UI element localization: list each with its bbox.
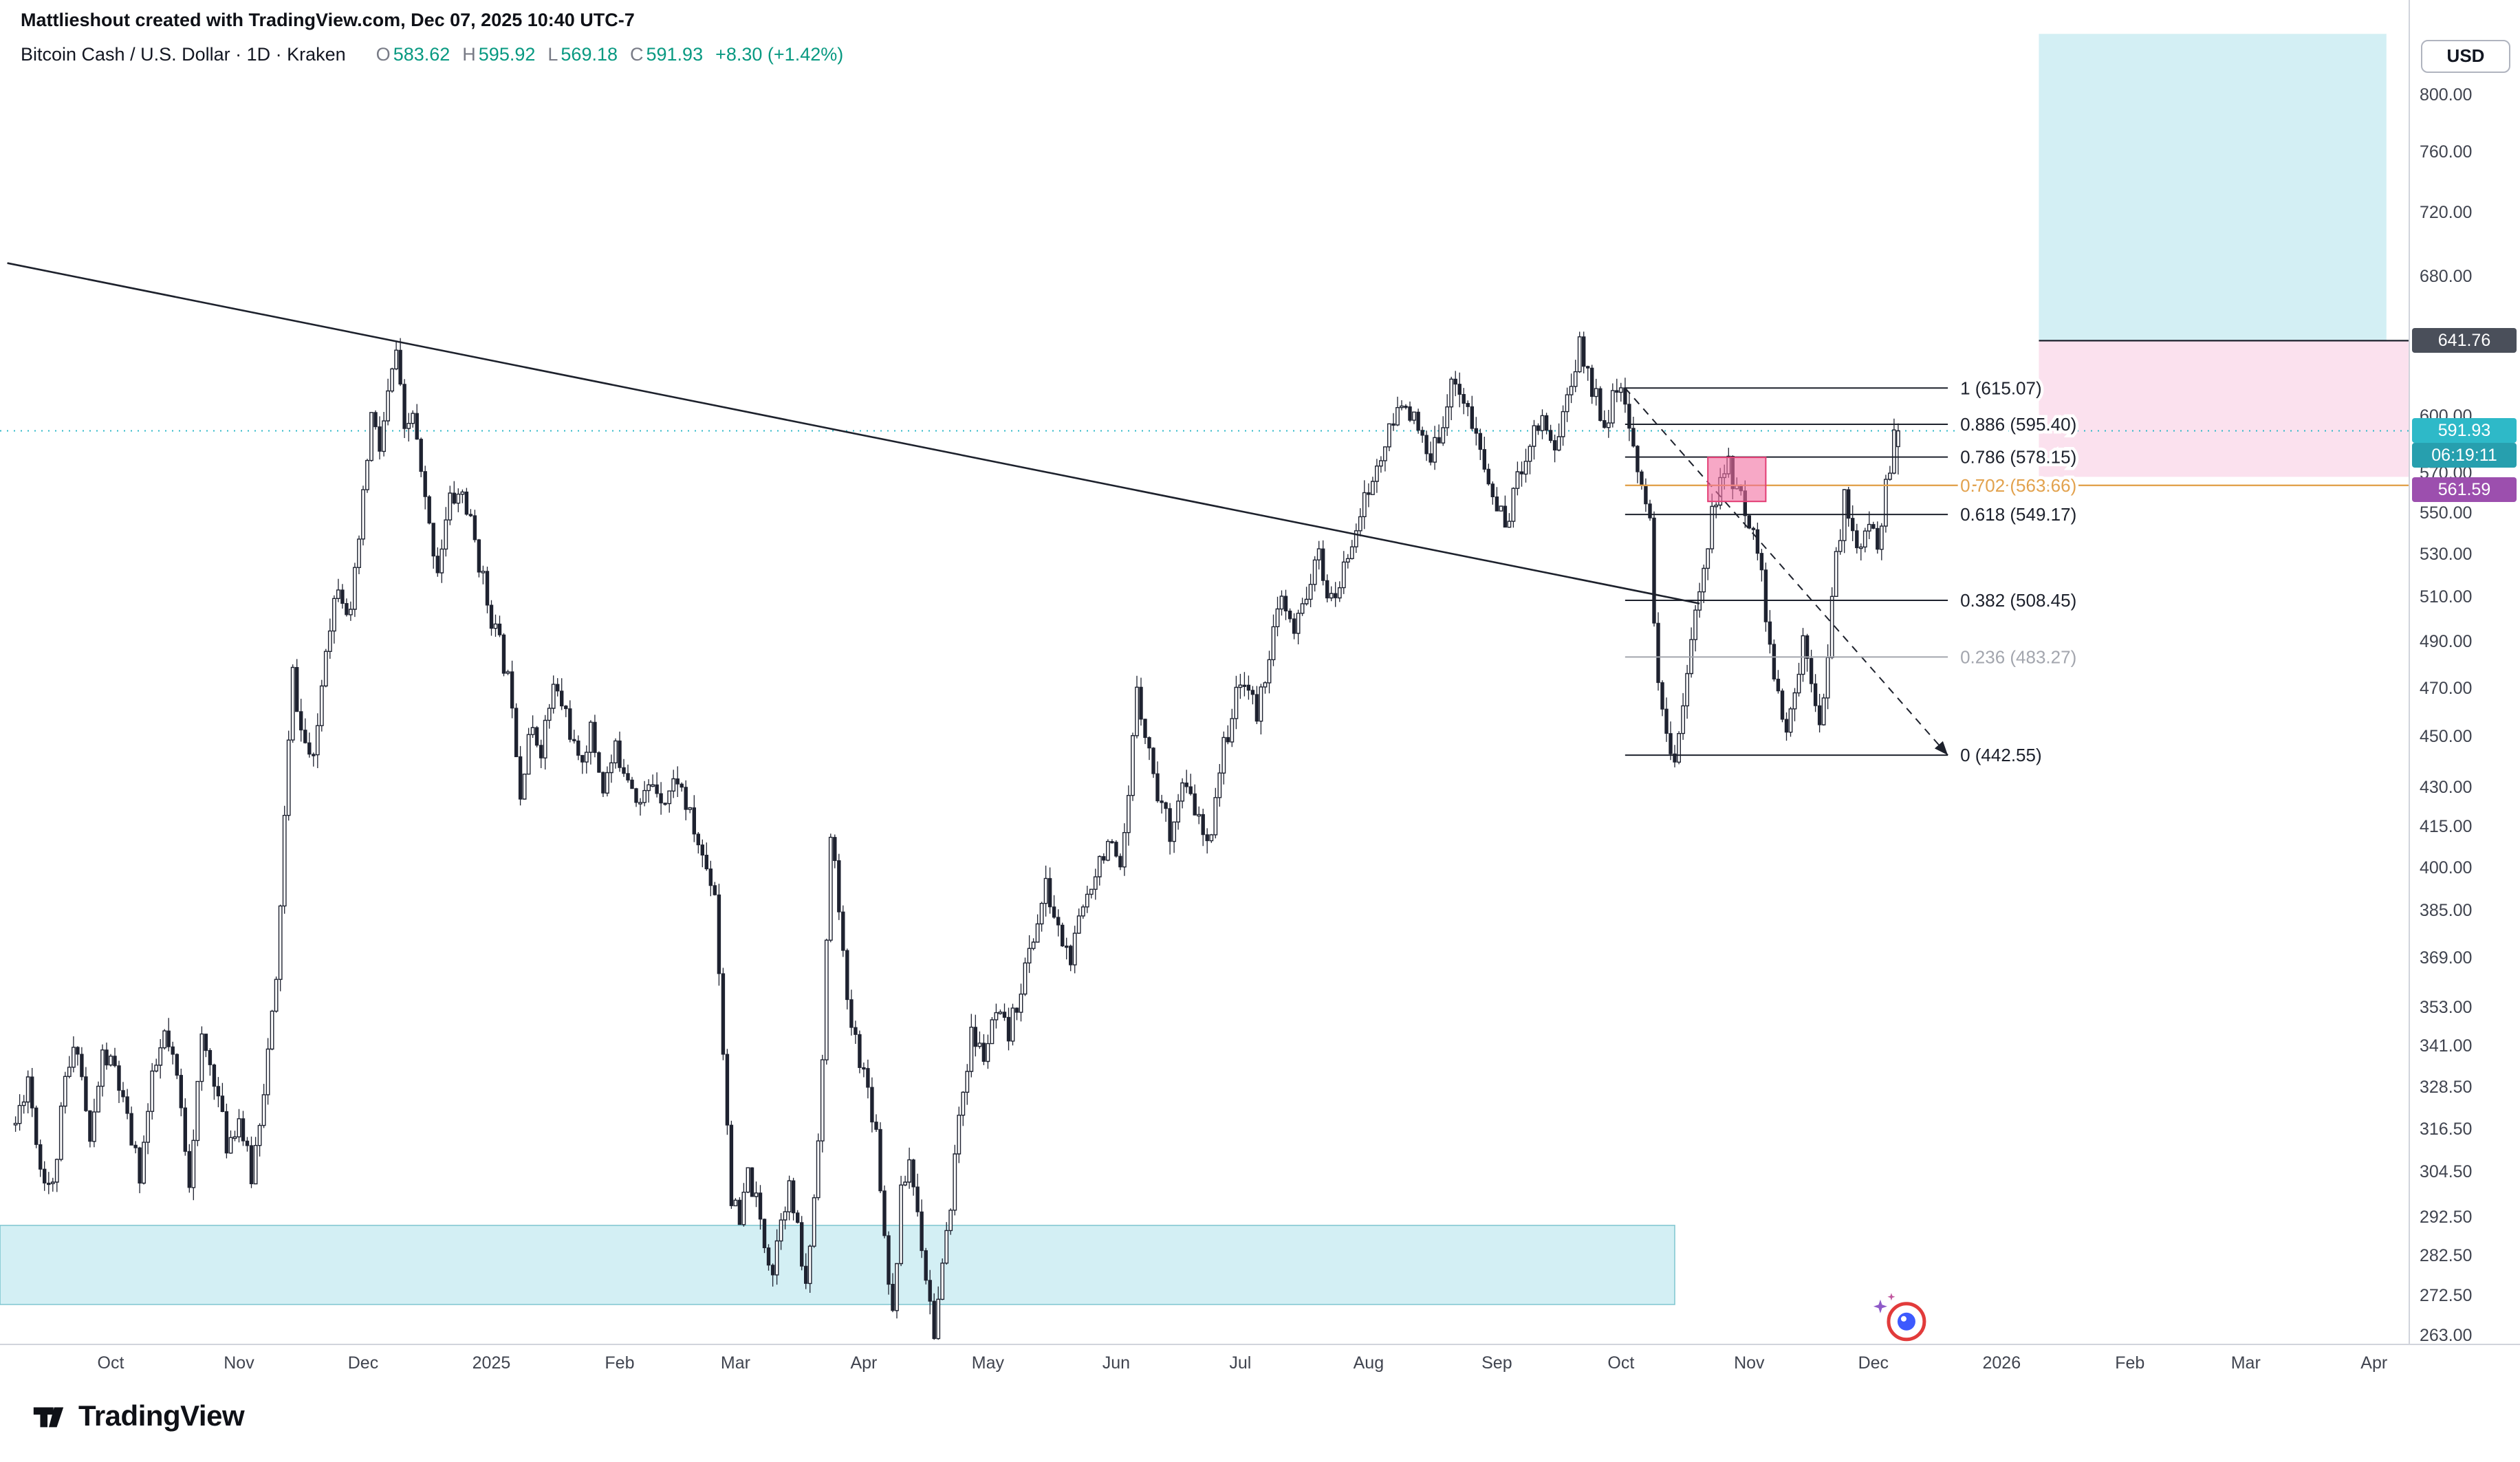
tradingview-logo-text: TradingView: [78, 1399, 245, 1432]
time-axis[interactable]: Oct Nov Dec 2025 Feb Mar Apr May Jun Jul Aug Sep Oct…: [0, 1344, 2520, 1382]
price-tick: 328.50: [2420, 1078, 2473, 1098]
time-tick-feb: Feb: [605, 1353, 635, 1373]
sticker-sparkle-small-icon: [1887, 1293, 1896, 1301]
bar-countdown-tag: 06:19:11: [2412, 443, 2517, 468]
time-tick-jun: Jun: [1102, 1353, 1131, 1373]
tradingview-logo-icon: [33, 1407, 64, 1428]
time-tick-2025: 2025: [472, 1353, 511, 1373]
ohlc-value: 569.18: [561, 44, 618, 65]
price-tick: 316.50: [2420, 1119, 2473, 1139]
price-tick: 470.00: [2420, 678, 2473, 698]
up-candles: [13, 336, 1900, 1340]
alert-price-tag: 561.59: [2412, 477, 2517, 502]
price-tick: 450.00: [2420, 727, 2473, 747]
fib-label-0.236: 0.236 (483.27): [1960, 646, 2076, 667]
currency-label: USD: [2446, 45, 2485, 66]
price-tick: 353.00: [2420, 997, 2473, 1017]
price-tick: 490.00: [2420, 631, 2473, 651]
demand-zone-lower[interactable]: [0, 1225, 1675, 1305]
target-price-tag: 641.76: [2412, 328, 2517, 353]
price-tick: 292.50: [2420, 1207, 2473, 1227]
price-tick: 800.00: [2420, 85, 2473, 105]
price-tick: 341.00: [2420, 1036, 2473, 1056]
symbol-title[interactable]: Bitcoin Cash / U.S. Dollar · 1D · Kraken: [21, 44, 346, 65]
entry-highlight-box[interactable]: [1707, 457, 1767, 503]
ohlc-letter: C: [630, 44, 644, 65]
candle-wicks: [14, 331, 1899, 1340]
price-tick: 272.50: [2420, 1286, 2473, 1306]
ohlc-letter: L: [547, 44, 558, 65]
symbol-ohlc-line: Bitcoin Cash / U.S. Dollar · 1D · Kraken…: [21, 44, 843, 65]
price-tick: 720.00: [2420, 202, 2473, 222]
ohlc-letter: O: [376, 44, 391, 65]
price-tick: 263.00: [2420, 1326, 2473, 1345]
ohlc-values: O 583.62 H 595.92 L 569.18 C 591.93: [364, 44, 703, 65]
price-tick: 282.50: [2420, 1246, 2473, 1265]
fib-label-0.702: 0.702 (563.66): [1960, 475, 2076, 496]
time-tick-dec: Dec: [1858, 1353, 1889, 1373]
time-tick-mar: Mar: [720, 1353, 750, 1373]
time-tick-sep: Sep: [1481, 1353, 1512, 1373]
fib-label-1: 1 (615.07): [1960, 378, 2042, 398]
fib-label-0.886: 0.886 (595.40): [1960, 414, 2076, 435]
time-tick-apr: Apr: [2360, 1353, 2388, 1373]
currency-toggle-button[interactable]: USD: [2421, 40, 2510, 73]
price-tick: 415.00: [2420, 817, 2473, 837]
trendline-arrowhead: [1934, 741, 1948, 756]
sticker-sparkle-icon: [1873, 1299, 1887, 1313]
fib-label-0: 0 (442.55): [1960, 745, 2042, 765]
price-tick: 680.00: [2420, 266, 2473, 286]
change-value: +8.30 (+1.42%): [715, 44, 844, 65]
descending-trendline[interactable]: [7, 262, 1700, 604]
sticker-glint: [1900, 1316, 1907, 1322]
time-tick-oct: Oct: [1607, 1353, 1635, 1373]
attribution-text: Mattlieshout created with TradingView.co…: [21, 10, 635, 30]
time-tick-nov: Nov: [1734, 1353, 1765, 1373]
ohlc-value: 591.93: [646, 44, 704, 65]
price-tick: 510.00: [2420, 587, 2473, 607]
sticker-center: [1897, 1312, 1915, 1331]
target-zone-upper-pink[interactable]: [2039, 340, 2409, 477]
price-tick: 400.00: [2420, 858, 2473, 878]
price-axis[interactable]: USD 800.00 760.00 720.00 680.00 600.00 570.00…: [2409, 0, 2520, 1344]
price-tick: 369.00: [2420, 948, 2473, 968]
time-tick-feb: Feb: [2115, 1353, 2145, 1373]
time-tick-oct: Oct: [97, 1353, 124, 1373]
price-tick: 385.00: [2420, 901, 2473, 920]
price-tick: 550.00: [2420, 503, 2473, 523]
price-tick: 430.00: [2420, 777, 2473, 797]
time-tick-apr: Apr: [850, 1353, 878, 1373]
price-tick: 304.50: [2420, 1162, 2473, 1182]
tradingview-logo[interactable]: TradingView: [30, 1397, 245, 1434]
target-zone-upper-cyan[interactable]: [2039, 34, 2387, 341]
fib-label-0.618: 0.618 (549.17): [1960, 504, 2076, 525]
fib-label-0.786: 0.786 (578.15): [1960, 447, 2076, 468]
ohlc-value: 583.62: [393, 44, 450, 65]
time-tick-nov: Nov: [224, 1353, 254, 1373]
ohlc-letter: H: [462, 44, 476, 65]
price-tick: 530.00: [2420, 544, 2473, 564]
fib-label-0.382: 0.382 (508.45): [1960, 590, 2076, 611]
time-tick-jul: Jul: [1229, 1353, 1252, 1373]
down-candles: [30, 336, 1880, 1340]
time-tick-aug: Aug: [1353, 1353, 1384, 1373]
time-tick-may: May: [971, 1353, 1005, 1373]
last-price-tag: 591.93: [2412, 418, 2517, 444]
time-tick-mar: Mar: [2230, 1353, 2261, 1373]
time-tick-dec: Dec: [347, 1353, 379, 1373]
time-tick-2026: 2026: [1982, 1353, 2021, 1373]
ohlc-value: 595.92: [478, 44, 536, 65]
price-tick: 760.00: [2420, 142, 2473, 162]
